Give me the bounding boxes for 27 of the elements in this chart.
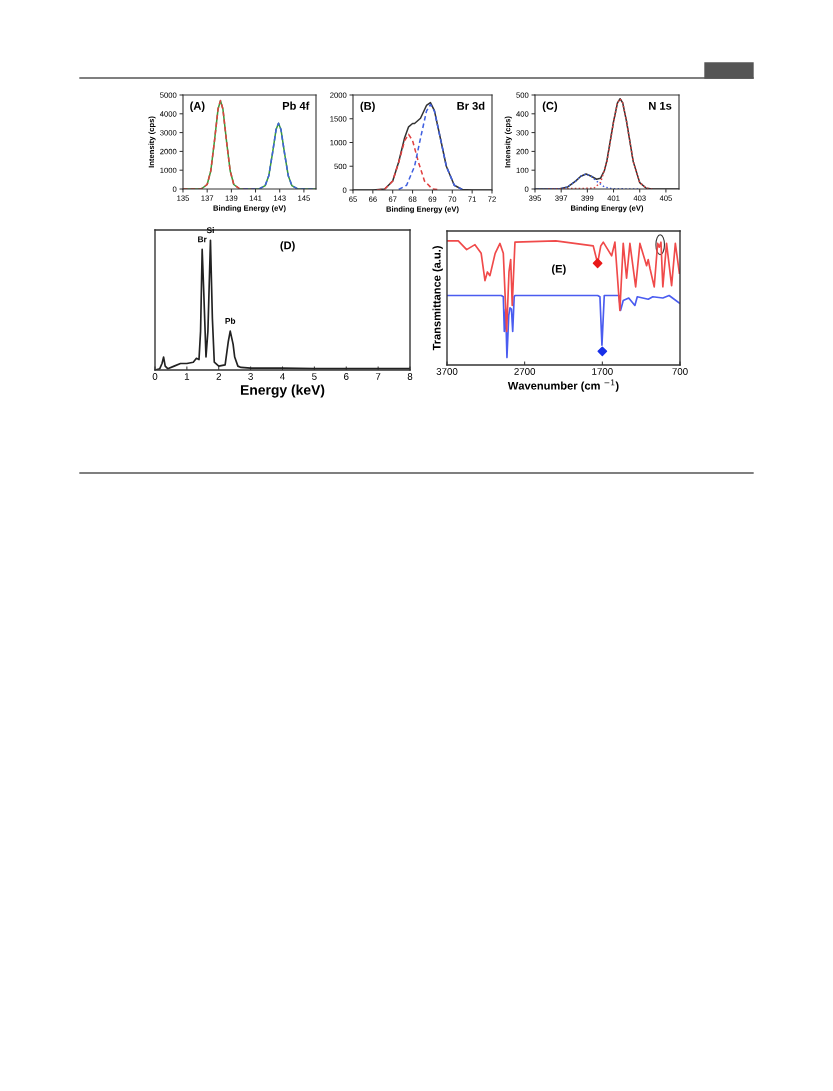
annotation: Si	[206, 227, 214, 234]
x-tick-label: 1	[184, 373, 190, 380]
x-axis-title: Wavenumber (cm $^{−1}$)	[507, 379, 619, 392]
annotation: (E)	[551, 264, 566, 275]
x-tick-label: 6	[344, 373, 349, 380]
annotation: N 1s	[649, 101, 672, 110]
annotation: (D)	[280, 241, 295, 252]
x-tick-label: 3	[248, 373, 253, 380]
x-tick-label: 4	[280, 373, 285, 380]
annotation: (A)	[190, 101, 205, 112]
x-tick-label: 2700	[514, 368, 536, 375]
annotation: Br	[198, 236, 207, 243]
x-tick-label: 7	[375, 373, 381, 380]
annotation: (B)	[360, 101, 375, 113]
annotation: Br 3d	[457, 101, 485, 110]
x-tick-label: 8	[407, 373, 413, 380]
annotation: (C)	[542, 101, 558, 112]
x-tick-label: 5	[312, 373, 317, 380]
x-tick-label: 0	[152, 373, 158, 380]
x-tick-label: 3700	[436, 368, 458, 375]
y-axis-title: Transmittance (a.u.)	[432, 246, 443, 351]
x-tick-label: 2	[216, 373, 221, 380]
x-axis-title: Energy (keV)	[240, 384, 325, 398]
x-tick-label: 1700	[592, 368, 613, 375]
annotation: Pb	[225, 317, 236, 324]
annotation: Pb 4f	[282, 101, 310, 110]
x-tick-label: 700	[672, 368, 688, 375]
